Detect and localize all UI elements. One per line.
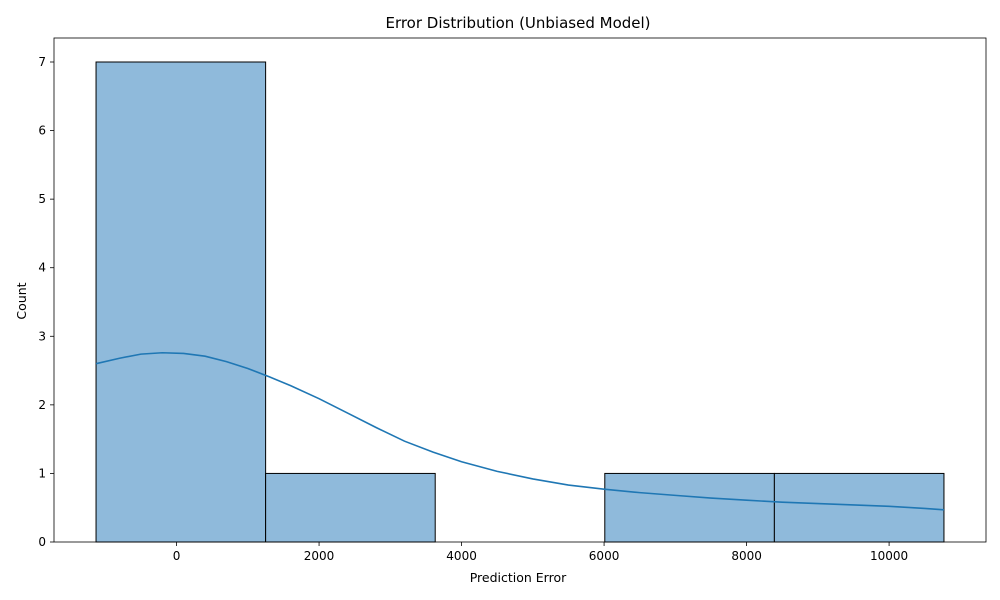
y-tick-label-0: 0 [38, 535, 46, 549]
x-tick-label-3: 6000 [589, 549, 620, 563]
x-axis-ticks: 0 2000 4000 6000 8000 10000 [173, 542, 908, 563]
y-tick-label-1: 1 [38, 466, 46, 480]
x-tick-label-5: 10000 [870, 549, 908, 563]
histogram-bar-3 [604, 472, 775, 543]
plot-frame [53, 37, 987, 543]
y-axis-label: Count [14, 282, 29, 319]
y-tick-label-3: 3 [38, 329, 46, 343]
chart-title: Error Distribution (Unbiased Model) [385, 14, 650, 32]
x-tick-label-1: 2000 [304, 549, 335, 563]
y-tick-label-7: 7 [38, 55, 46, 69]
kde-curve [95, 351, 945, 511]
y-tick-label-5: 5 [38, 192, 46, 206]
histogram-bar-0 [95, 61, 267, 543]
y-tick-label-6: 6 [38, 124, 46, 138]
bars-group [95, 61, 945, 543]
x-axis-label: Prediction Error [470, 570, 567, 585]
histogram-bar-1 [265, 472, 436, 543]
x-tick-label-2: 4000 [446, 549, 477, 563]
y-tick-label-2: 2 [38, 398, 46, 412]
y-tick-label-4: 4 [38, 261, 46, 275]
x-tick-label-4: 8000 [731, 549, 762, 563]
y-axis-ticks: 0 1 2 3 4 5 6 7 [38, 55, 54, 549]
x-tick-label-0: 0 [173, 549, 181, 563]
